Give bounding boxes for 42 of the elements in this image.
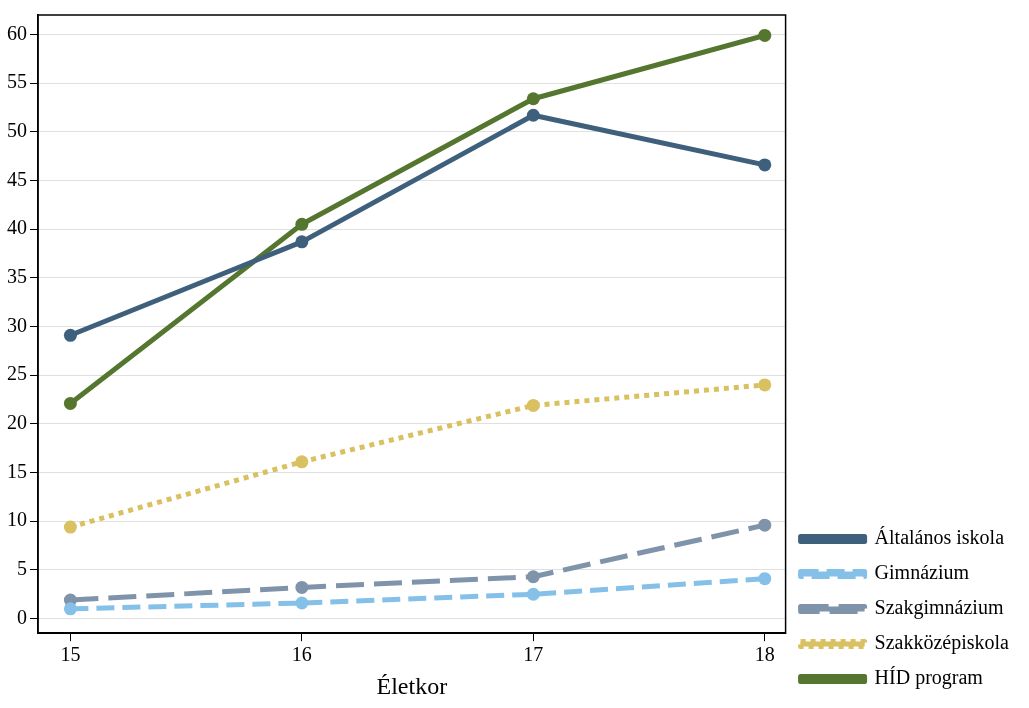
point — [758, 518, 772, 532]
point — [63, 520, 77, 534]
point — [758, 572, 772, 586]
point — [526, 570, 540, 584]
y-tick-label: 20 — [7, 411, 27, 434]
point — [63, 396, 77, 410]
point — [295, 217, 309, 231]
point — [63, 328, 77, 342]
legend-label: HÍD program — [874, 666, 984, 690]
point — [758, 378, 772, 392]
x-tick-label: 17 — [523, 643, 544, 666]
legend-label: Általános iskola — [874, 526, 1005, 549]
point — [526, 587, 540, 601]
point — [295, 596, 309, 610]
point — [526, 92, 540, 106]
y-tick-label: 15 — [7, 459, 27, 482]
y-tick-label: 55 — [7, 70, 27, 93]
x-tick-label: 16 — [291, 643, 312, 666]
point — [63, 602, 77, 616]
y-tick-label: 45 — [7, 167, 27, 190]
x-tick-label: 18 — [754, 643, 775, 666]
x-axis-title: Életkor — [376, 672, 448, 699]
y-tick-label: 5 — [17, 557, 27, 580]
y-tick-label: 0 — [17, 605, 27, 628]
point — [758, 158, 772, 172]
y-tick-label: 10 — [7, 508, 27, 531]
x-tick-label: 15 — [60, 643, 81, 666]
y-tick-label: 50 — [7, 119, 27, 142]
point — [295, 455, 309, 469]
point — [295, 580, 309, 594]
y-tick-label: 40 — [7, 216, 27, 239]
legend-label: Szakgimnázium — [874, 596, 1004, 620]
legend-label: Gimnázium — [874, 561, 970, 584]
y-tick-label: 35 — [7, 265, 27, 288]
point — [295, 235, 309, 249]
point — [526, 398, 540, 412]
point — [758, 28, 772, 42]
y-tick-label: 25 — [7, 362, 27, 385]
y-tick-label: 30 — [7, 313, 27, 336]
y-tick-label: 60 — [7, 21, 27, 44]
point — [526, 108, 540, 122]
legend-label: Szakközépiskola — [874, 631, 1010, 655]
